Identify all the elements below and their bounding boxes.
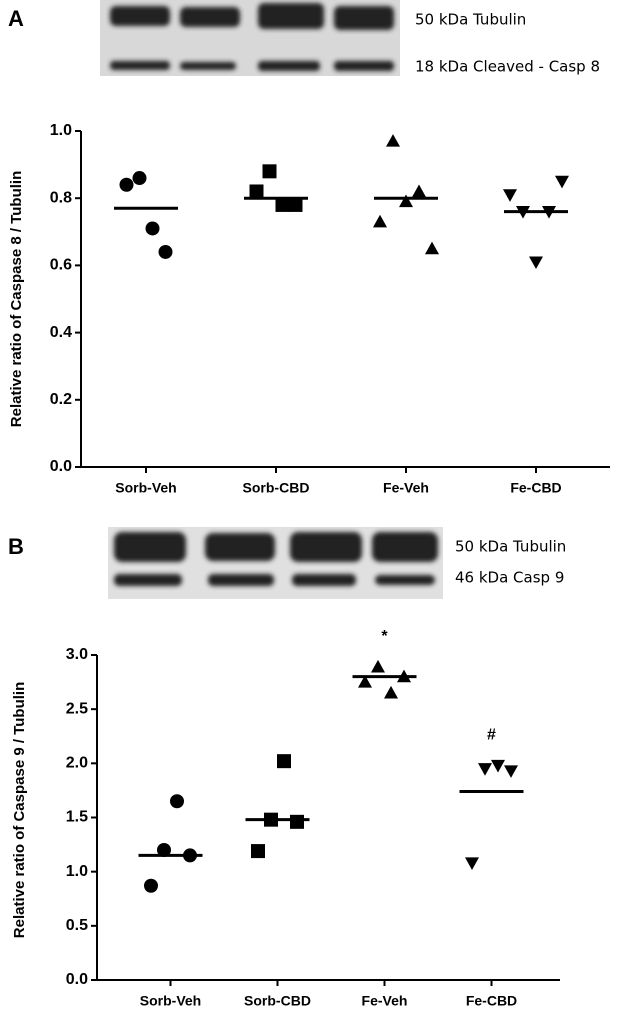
panel-label: A [8,6,24,31]
data-point [384,685,398,699]
panel-label: B [8,534,24,559]
y-tick-label: 2.5 [66,700,88,717]
y-tick-label: 0.8 [50,189,72,206]
y-tick-label: 0.5 [66,917,88,934]
blot-label: 50 kDa Tubulin [455,538,566,556]
data-point [478,763,492,776]
data-point [371,659,385,673]
data-point [529,256,543,270]
data-point [144,878,158,893]
blot-a [100,0,400,76]
data-point [262,164,277,179]
data-point [465,857,479,870]
x-tick-label: Fe-Veh [362,993,408,1009]
data-point [425,241,439,255]
data-point [504,765,518,778]
y-tick-label: 0.0 [66,971,88,988]
data-point [288,197,303,212]
data-point [119,177,134,192]
blot-b [108,527,443,599]
data-point [412,184,426,198]
annotation: * [381,628,388,645]
data-point [555,175,569,189]
data-point [399,194,413,208]
y-tick-label: 0.6 [50,257,72,274]
blot-label: 18 kDa Cleaved - Casp 8 [415,58,600,76]
y-tick-label: 0.2 [50,391,72,408]
blot-label: 50 kDa Tubulin [415,11,526,29]
data-point [157,843,171,857]
data-point [249,184,264,199]
y-tick-label: 3.0 [66,646,88,663]
data-point [145,221,160,236]
data-point [170,794,184,809]
data-point [275,197,290,212]
y-tick-label: 2.0 [66,755,88,772]
data-point [503,189,517,202]
y-tick-label: 1.5 [66,809,88,826]
data-point [491,759,505,773]
annotation: # [487,727,496,744]
y-tick-label: 1.0 [50,122,72,139]
x-tick-label: Sorb-CBD [244,993,311,1009]
y-tick-label: 1.0 [66,863,88,880]
y-tick-label: 0.0 [50,458,72,475]
data-point [290,814,304,829]
x-tick-label: Fe-CBD [510,480,561,496]
data-point [358,675,372,688]
data-point [277,754,291,769]
x-tick-label: Fe-CBD [466,993,517,1009]
data-point [251,844,265,859]
data-point [132,171,147,186]
blot-label: 46 kDa Casp 9 [455,569,564,587]
data-point [158,244,173,259]
y-tick-label: 0.4 [50,324,72,341]
x-tick-label: Sorb-Veh [115,480,176,496]
data-point [373,214,387,228]
x-tick-label: Sorb-Veh [140,993,201,1009]
y-axis-title: Relative ratio of Caspase 9 / Tubulin [11,682,28,938]
x-tick-label: Fe-Veh [383,480,429,496]
y-axis-title: Relative ratio of Caspase 8 / Tubulin [8,171,25,427]
data-point [386,134,400,147]
x-tick-label: Sorb-CBD [243,480,310,496]
